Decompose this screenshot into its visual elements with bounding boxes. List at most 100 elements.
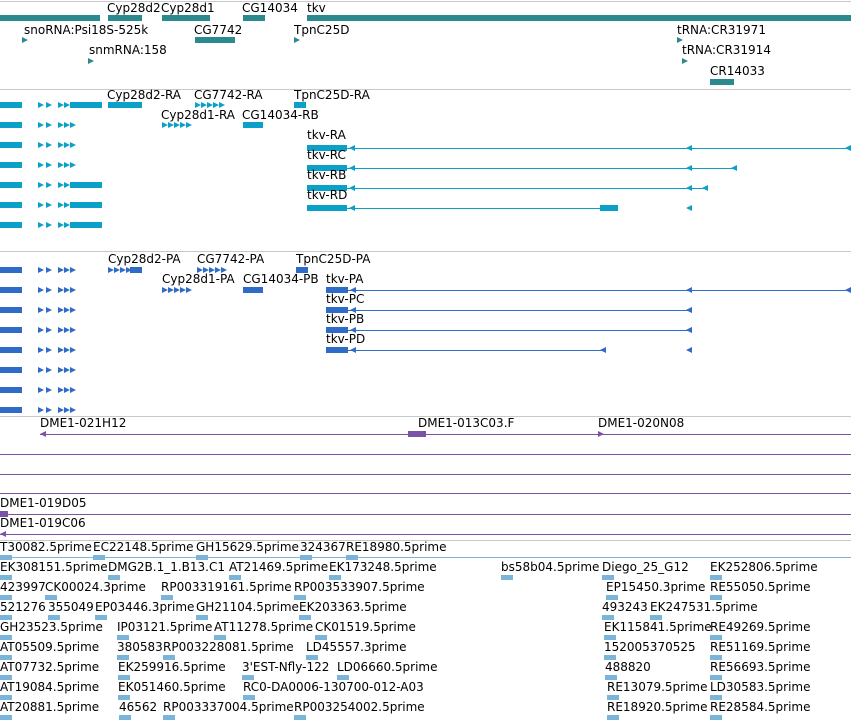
gene-label[interactable]: tRNA:CR31971	[677, 23, 766, 37]
est-label[interactable]: EK308151.5prime	[0, 560, 108, 574]
est-feature[interactable]	[315, 635, 327, 640]
est-feature[interactable]	[45, 595, 57, 600]
est-label[interactable]: 423997	[0, 580, 46, 594]
transcript-label[interactable]: Cyp28d2-RA	[107, 88, 182, 102]
protein-label[interactable]: tkv-PC	[326, 292, 365, 306]
est-feature[interactable]	[710, 675, 722, 680]
est-feature[interactable]	[306, 655, 318, 660]
est-label[interactable]: GH15629.5prime	[196, 540, 299, 554]
est-label[interactable]: AT05509.5prime	[0, 640, 100, 654]
est-label[interactable]: EK252806.5prime	[710, 560, 818, 574]
est-feature[interactable]	[229, 575, 241, 580]
est-label[interactable]: 152005370525	[604, 640, 696, 654]
transcript-feature[interactable]	[243, 122, 263, 128]
est-label[interactable]: 355049	[48, 600, 94, 614]
est-feature[interactable]	[0, 555, 12, 560]
est-feature[interactable]	[0, 615, 12, 620]
transcript-feature[interactable]	[307, 205, 347, 211]
protein-feature[interactable]	[0, 267, 22, 273]
transcript-feature[interactable]	[307, 185, 347, 191]
clone-label[interactable]: DME1-013C03.F	[418, 416, 515, 430]
est-label[interactable]: AT21469.5prime	[229, 560, 329, 574]
est-label[interactable]: EK051460.5prime	[118, 680, 226, 694]
intron-line[interactable]	[347, 188, 708, 189]
est-label[interactable]: RE51169.5prime	[710, 640, 811, 654]
transcript-label[interactable]: tkv-RA	[307, 128, 346, 142]
est-feature[interactable]	[606, 595, 618, 600]
est-label[interactable]: GH21104.5prime	[196, 600, 299, 614]
gene-feature[interactable]	[243, 15, 265, 21]
est-feature[interactable]	[710, 695, 722, 700]
clone-label[interactable]: DME1-019D05	[0, 496, 87, 510]
est-feature[interactable]	[329, 575, 341, 580]
est-feature[interactable]	[294, 715, 306, 720]
est-label[interactable]: EK173248.5prime	[329, 560, 437, 574]
protein-label[interactable]: CG7742-PA	[197, 252, 265, 266]
transcript-feature[interactable]	[294, 102, 306, 108]
est-label[interactable]: RC0-DA0006-130700-012-A03	[243, 680, 424, 694]
est-label[interactable]: 324367	[300, 540, 346, 554]
transcript-feature[interactable]	[0, 202, 22, 208]
est-feature[interactable]	[196, 555, 208, 560]
est-label[interactable]: DMG2B.1_1.B13.C1	[108, 560, 225, 574]
gene-label[interactable]: snoRNA:Psi18S-525k	[24, 23, 149, 37]
est-label[interactable]: EK247531.5prime	[650, 600, 758, 614]
est-label[interactable]: 380583	[117, 640, 163, 654]
est-feature[interactable]	[294, 595, 306, 600]
gene-feature[interactable]	[0, 15, 100, 21]
est-feature[interactable]	[95, 615, 107, 620]
est-label[interactable]: RE28584.5prime	[710, 700, 811, 714]
est-label[interactable]: 3'EST-Nfly-122	[242, 660, 330, 674]
transcript-label[interactable]: CG7742-RA	[194, 88, 263, 102]
protein-label[interactable]: tkv-PD	[326, 332, 366, 346]
est-feature[interactable]	[108, 575, 120, 580]
clone-label[interactable]: DME1-020N08	[598, 416, 685, 430]
est-feature[interactable]	[602, 615, 614, 620]
est-label[interactable]: RE13079.5prime	[607, 680, 708, 694]
est-label[interactable]: RP003254002.5prime	[294, 700, 425, 714]
est-feature[interactable]	[48, 615, 60, 620]
intron-line[interactable]	[348, 310, 692, 311]
intron-line[interactable]	[347, 168, 737, 169]
est-feature[interactable]	[0, 575, 12, 580]
est-feature[interactable]	[0, 675, 12, 680]
protein-feature[interactable]	[243, 287, 263, 293]
est-label[interactable]: EK259916.5prime	[118, 660, 226, 674]
gene-feature[interactable]	[307, 15, 851, 21]
gene-feature[interactable]	[710, 79, 734, 85]
est-feature[interactable]	[117, 635, 129, 640]
est-feature[interactable]	[710, 655, 722, 660]
est-feature[interactable]	[163, 715, 175, 720]
est-label[interactable]: AT11278.5prime	[214, 620, 314, 634]
est-feature[interactable]	[0, 635, 12, 640]
est-feature[interactable]	[300, 555, 312, 560]
transcript-feature[interactable]	[0, 122, 22, 128]
intron-line[interactable]	[348, 350, 606, 351]
clone-span[interactable]	[0, 534, 851, 535]
transcript-feature[interactable]	[108, 102, 142, 108]
est-label[interactable]: IP03121.5prime	[117, 620, 213, 634]
est-label[interactable]: LD06660.5prime	[337, 660, 438, 674]
gene-feature[interactable]	[195, 37, 235, 43]
est-label[interactable]: RE18920.5prime	[607, 700, 708, 714]
transcript-feature[interactable]	[0, 102, 22, 108]
transcript-feature[interactable]	[307, 165, 347, 171]
transcript-feature[interactable]	[0, 162, 22, 168]
transcript-label[interactable]: CG14034-RB	[242, 108, 319, 122]
est-label[interactable]: bs58b04.5prime	[501, 560, 600, 574]
est-label[interactable]: 46562	[119, 700, 158, 714]
protein-feature[interactable]	[326, 327, 348, 333]
est-feature[interactable]	[604, 635, 616, 640]
transcript-feature[interactable]	[70, 222, 102, 228]
est-label[interactable]: LD30583.5prime	[710, 680, 811, 694]
est-feature[interactable]	[161, 595, 173, 600]
transcript-feature[interactable]	[0, 222, 22, 228]
transcript-feature[interactable]	[70, 182, 102, 188]
gene-label[interactable]: CR14033	[710, 64, 765, 78]
transcript-feature[interactable]	[70, 102, 102, 108]
est-feature[interactable]	[214, 635, 226, 640]
est-feature[interactable]	[0, 715, 12, 720]
est-feature[interactable]	[604, 655, 616, 660]
est-label[interactable]: 493243	[602, 600, 648, 614]
est-label[interactable]: RE18980.5prime	[346, 540, 447, 554]
